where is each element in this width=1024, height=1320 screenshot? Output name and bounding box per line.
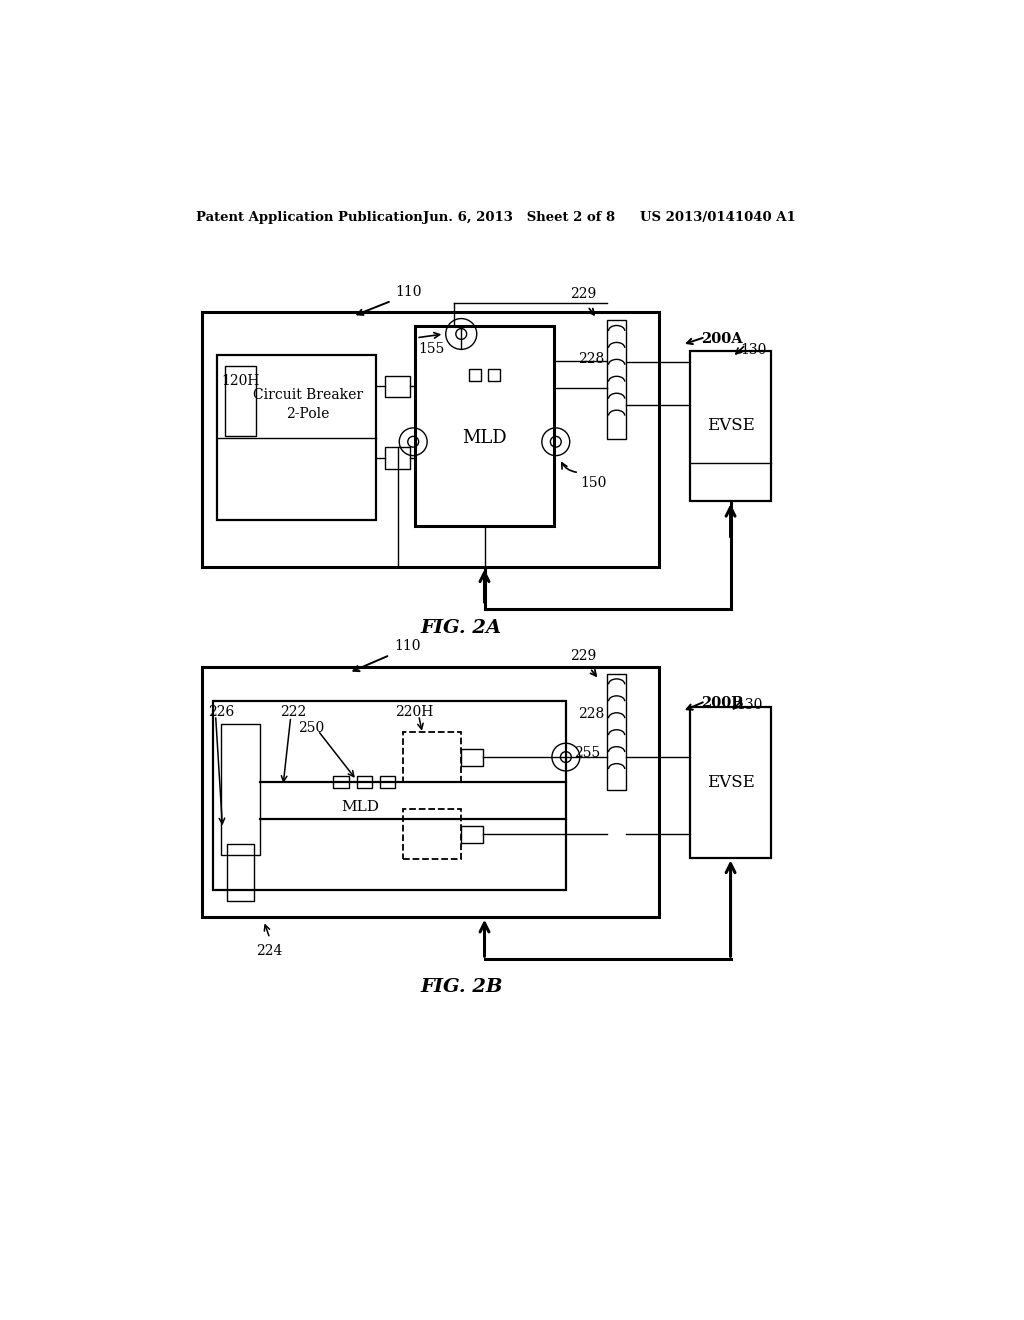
Bar: [487, 368, 500, 381]
Text: 120H: 120H: [221, 374, 259, 388]
Bar: [403, 809, 461, 859]
Bar: [213, 701, 566, 890]
Text: EVSE: EVSE: [707, 774, 755, 791]
Bar: [461, 748, 483, 766]
Text: 130: 130: [736, 698, 763, 713]
Text: FIG. 2A: FIG. 2A: [421, 619, 502, 636]
Text: 250: 250: [299, 721, 325, 734]
Bar: [380, 776, 395, 788]
Text: Jun. 6, 2013   Sheet 2 of 8: Jun. 6, 2013 Sheet 2 of 8: [423, 211, 614, 224]
Bar: [415, 326, 554, 527]
Text: 130: 130: [740, 343, 767, 358]
Text: 229: 229: [569, 286, 596, 301]
Text: 228: 228: [579, 352, 604, 367]
Bar: [385, 376, 410, 397]
Text: Patent Application Publication: Patent Application Publication: [197, 211, 423, 224]
Bar: [385, 447, 410, 469]
Bar: [356, 776, 372, 788]
Text: FIG. 2B: FIG. 2B: [420, 978, 503, 997]
Bar: [607, 675, 627, 789]
Bar: [202, 667, 658, 917]
Text: Circuit Breaker: Circuit Breaker: [253, 388, 364, 403]
Text: 150: 150: [581, 477, 607, 491]
Bar: [221, 725, 260, 855]
Text: 155: 155: [419, 342, 445, 355]
Text: 200B: 200B: [701, 696, 744, 710]
Bar: [461, 825, 483, 842]
Bar: [217, 355, 376, 520]
Bar: [227, 843, 254, 902]
Text: MLD: MLD: [462, 429, 507, 447]
Text: US 2013/0141040 A1: US 2013/0141040 A1: [640, 211, 796, 224]
Bar: [334, 776, 349, 788]
Text: 200A: 200A: [701, 331, 743, 346]
Bar: [403, 733, 461, 781]
Text: 229: 229: [569, 648, 596, 663]
Text: 220H: 220H: [395, 705, 433, 719]
Text: 2-Pole: 2-Pole: [287, 408, 330, 421]
Text: 110: 110: [394, 639, 420, 653]
Text: 222: 222: [280, 705, 306, 719]
Text: 224: 224: [256, 944, 283, 958]
Text: 110: 110: [395, 285, 422, 300]
Bar: [690, 708, 771, 858]
Bar: [690, 351, 771, 502]
Text: MLD: MLD: [341, 800, 379, 814]
Bar: [607, 321, 627, 440]
Text: 226: 226: [208, 705, 234, 719]
Bar: [225, 367, 256, 436]
Text: EVSE: EVSE: [707, 417, 755, 434]
Text: 228: 228: [579, 706, 604, 721]
Text: 255: 255: [573, 746, 600, 759]
Bar: [202, 313, 658, 566]
Bar: [469, 368, 481, 381]
